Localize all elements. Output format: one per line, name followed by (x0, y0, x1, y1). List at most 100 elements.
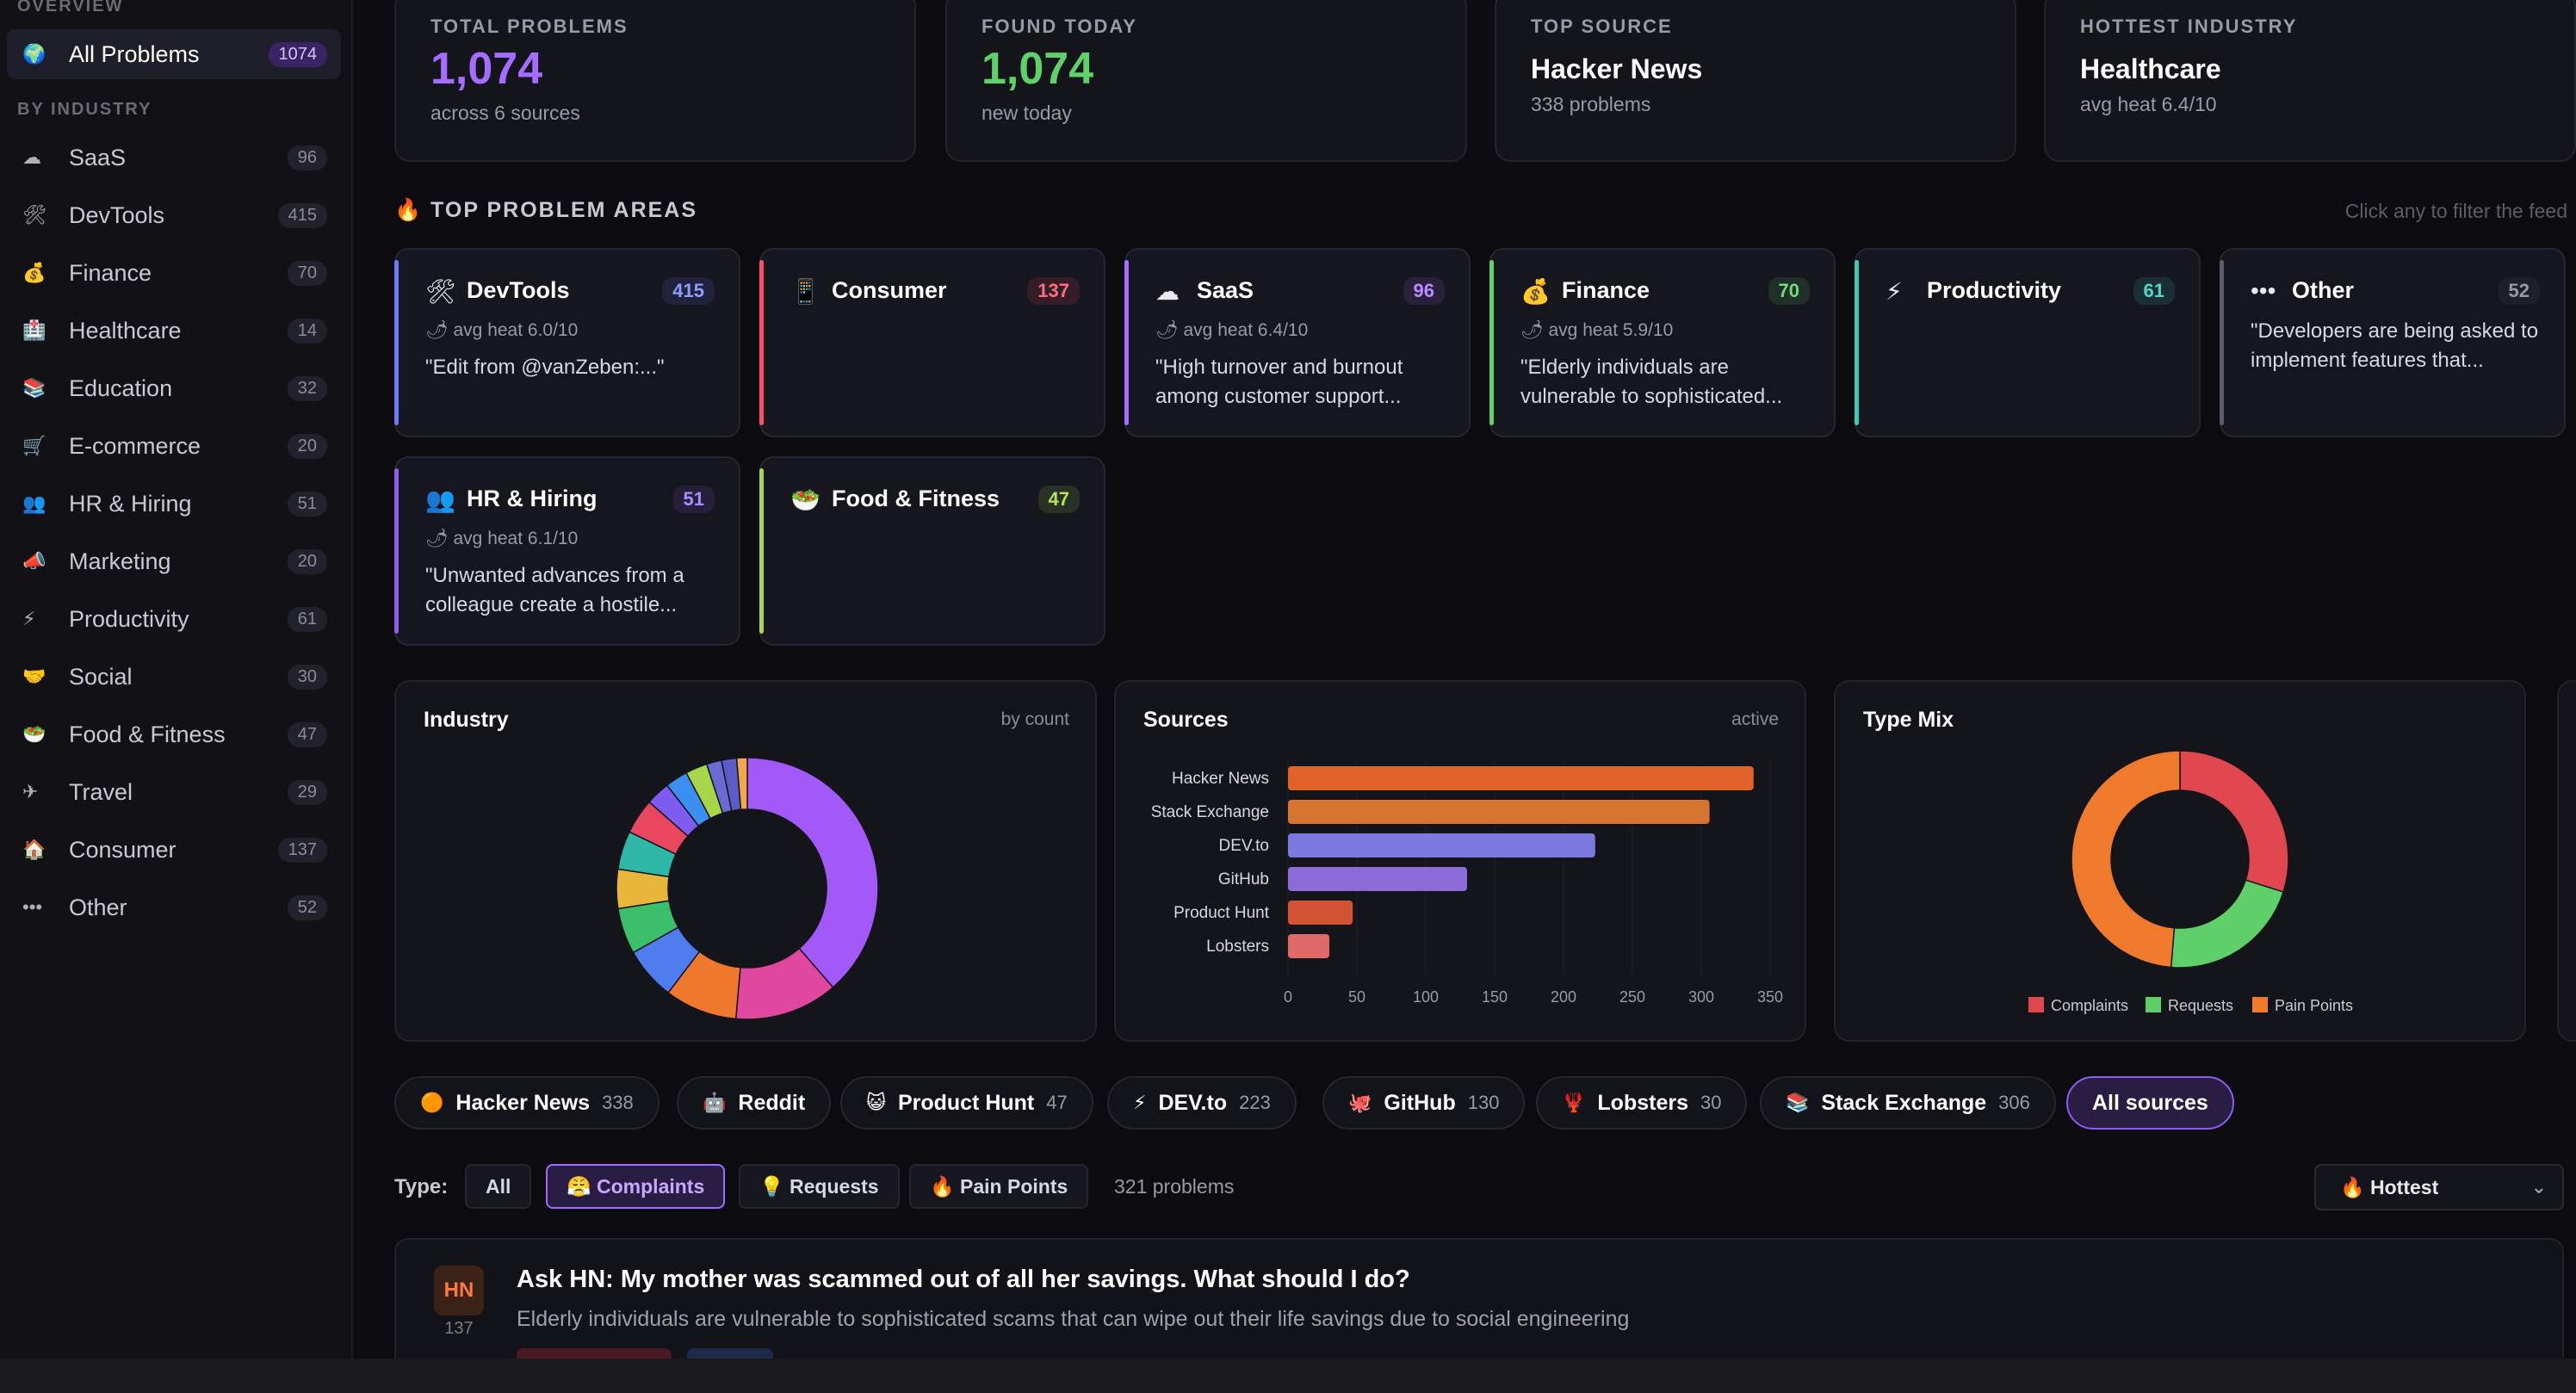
problem-area-card-food-fitness[interactable]: 🥗 Food & Fitness 47 (759, 456, 1105, 646)
industry-icon: 📚 (22, 377, 46, 399)
sort-select[interactable]: 🔥 Hottest ⌄ (2314, 1164, 2564, 1210)
type-complaints-button[interactable]: 😤 Complaints (546, 1164, 726, 1209)
industry-icon: 🛠 (22, 204, 46, 226)
area-count-badge: 51 (672, 486, 715, 513)
source-bar-lobsters[interactable] (1288, 934, 1329, 958)
sidebar-item-devtools[interactable]: 🛠 DevTools 415 (7, 190, 341, 240)
industry-slice-devtools[interactable] (746, 757, 879, 988)
area-heat: 🌶 avg heat 6.1/10 (425, 529, 579, 548)
problem-count: 321 problems (1114, 1175, 1235, 1198)
type-all-button[interactable]: All (465, 1164, 532, 1209)
source-icon: 🤖 (703, 1092, 727, 1113)
stat-value: Hacker News (1531, 53, 1703, 84)
sidebar-item-count: 20 (287, 548, 327, 574)
all-sources-pill[interactable]: All sources (2066, 1076, 2234, 1130)
source-pill-dev-to[interactable]: ⚡ DEV.to 223 (1107, 1076, 1297, 1130)
source-bar-product-hunt[interactable] (1288, 901, 1353, 925)
offscreen-panel-edge (2557, 680, 2576, 1042)
sidebar-item-count: 51 (287, 491, 327, 517)
source-pill-stack-exchange[interactable]: 📚 Stack Exchange 306 (1760, 1076, 2056, 1130)
typemix-slice-complaints[interactable] (2179, 751, 2289, 894)
source-pill-label: GitHub (1384, 1090, 1456, 1115)
type-pain-points-button[interactable]: 🔥 Pain Points (909, 1164, 1089, 1209)
industry-icon: ✈ (22, 781, 39, 802)
source-bar-label: DEV.to (1219, 837, 1269, 855)
sidebar-item-other[interactable]: ••• Other 52 (7, 882, 341, 932)
legend-label: Complaints (2051, 997, 2128, 1014)
problem-area-card-productivity[interactable]: ⚡ Productivity 61 (1855, 248, 2201, 437)
sidebar-item-count: 415 (277, 202, 327, 228)
area-count-badge: 47 (1037, 486, 1080, 513)
sidebar-item-count: 137 (277, 837, 327, 863)
panel-hint: active (1731, 709, 1779, 729)
sidebar-item-saas[interactable]: ☁ SaaS 96 (7, 133, 341, 183)
sidebar-item-label: DevTools (69, 201, 165, 228)
problem-area-card-devtools[interactable]: 🛠 DevTools 415 🌶 avg heat 6.0/10 "Edit from … (394, 248, 740, 437)
source-pill-count: 47 (1046, 1092, 1068, 1113)
problem-area-card-finance[interactable]: 💰 Finance 70 🌶 avg heat 5.9/10 "Elderly indi… (1489, 248, 1836, 437)
source-pill-hacker-news[interactable]: 🟠 Hacker News 338 (394, 1076, 659, 1130)
area-quote: "Elderly individuals are vulnerable to s… (1520, 356, 1783, 408)
problem-area-card-consumer[interactable]: 📱 Consumer 137 (759, 248, 1105, 437)
stat-card-total: TOTAL PROBLEMS 1,074 across 6 sources (394, 0, 916, 162)
area-count-badge: 137 (1027, 277, 1080, 305)
source-icon: 😺 (866, 1092, 886, 1113)
stat-label: HOTTEST INDUSTRY (2080, 15, 2298, 37)
sidebar-item-label: SaaS (69, 144, 127, 170)
industry-icon: ☁ (22, 146, 41, 168)
x-tick-label: 100 (1413, 988, 1439, 1006)
post-title[interactable]: Ask HN: My mother was scammed out of all… (517, 1266, 1410, 1293)
sort-select-value: 🔥 Hottest (2340, 1175, 2439, 1198)
stat-card-today: FOUND TODAY 1,074 new today (945, 0, 1467, 162)
sidebar-item-e-commerce[interactable]: 🛒 E-commerce 20 (7, 421, 341, 471)
problem-area-card-hr-hiring[interactable]: 👥 HR & Hiring 51 🌶 avg heat 6.1/10 "Unwanted… (394, 456, 740, 646)
sidebar-item-count: 47 (287, 721, 327, 747)
source-bar-github[interactable] (1288, 867, 1467, 891)
area-name: DevTools (467, 277, 570, 303)
legend-swatch (2252, 997, 2268, 1012)
sidebar-item-label: Travel (69, 778, 133, 805)
sidebar-item-all-problems[interactable]: 🌍 All Problems 1074 (7, 29, 341, 79)
sidebar-item-productivity[interactable]: ⚡ Productivity 61 (7, 594, 341, 644)
sidebar-item-finance[interactable]: 💰 Finance 70 (7, 248, 341, 298)
source-icon: 🐙 (1348, 1092, 1372, 1113)
sidebar-item-travel[interactable]: ✈ Travel 29 (7, 767, 341, 817)
source-pill-count: 223 (1239, 1092, 1271, 1113)
source-pill-reddit[interactable]: 🤖 Reddit (677, 1076, 832, 1130)
source-bar-hacker-news[interactable] (1288, 766, 1754, 790)
stat-value: 1,074 (981, 44, 1094, 94)
problem-area-card-saas[interactable]: ☁ SaaS 96 🌶 avg heat 6.4/10 "High turnover a… (1124, 248, 1471, 437)
sidebar-item-label: Marketing (69, 548, 171, 574)
source-pill-github[interactable]: 🐙 GitHub 130 (1322, 1076, 1526, 1130)
sidebar-item-education[interactable]: 📚 Education 32 (7, 363, 341, 413)
sidebar-item-count: 30 (287, 664, 327, 690)
area-name: SaaS (1197, 277, 1254, 303)
industry-icon: 📣 (22, 550, 46, 572)
industry-donut-chart (616, 757, 879, 1020)
x-tick-label: 250 (1619, 988, 1645, 1006)
sidebar-item-food-fitness[interactable]: 🥗 Food & Fitness 47 (7, 709, 341, 759)
area-accent-bar (394, 468, 399, 634)
panel-title: Industry (424, 708, 509, 732)
source-pill-lobsters[interactable]: 🦞 Lobsters 30 (1536, 1076, 1748, 1130)
source-bar-dev-to[interactable] (1288, 833, 1595, 857)
typemix-slice-requests[interactable] (2170, 879, 2285, 969)
source-icon: 🟠 (420, 1092, 444, 1113)
typemix-slice-pain-points[interactable] (2071, 751, 2181, 969)
sidebar-item-healthcare[interactable]: 🏥 Healthcare 14 (7, 306, 341, 356)
source-pill-product-hunt[interactable]: 😺 Product Hunt 47 (840, 1076, 1093, 1130)
source-pill-count: 30 (1700, 1092, 1722, 1113)
source-bar-stack-exchange[interactable] (1288, 800, 1710, 824)
legend-swatch (2028, 997, 2044, 1012)
sidebar-item-hr-hiring[interactable]: 👥 HR & Hiring 51 (7, 479, 341, 529)
problem-area-card-other[interactable]: ••• Other 52 "Developers are being asked to… (2220, 248, 2566, 437)
sidebar-item-marketing[interactable]: 📣 Marketing 20 (7, 536, 341, 586)
type-requests-button[interactable]: 💡 Requests (739, 1164, 900, 1209)
sidebar-item-count: 52 (287, 895, 327, 920)
industry-slice-healthcare[interactable] (735, 757, 748, 811)
area-name: Finance (1562, 277, 1650, 303)
sidebar-item-consumer[interactable]: 🏠 Consumer 137 (7, 825, 341, 875)
globe-icon: 🌍 (22, 43, 46, 65)
sidebar-item-social[interactable]: 🤝 Social 30 (7, 652, 341, 702)
stat-sub: new today (981, 102, 1072, 124)
